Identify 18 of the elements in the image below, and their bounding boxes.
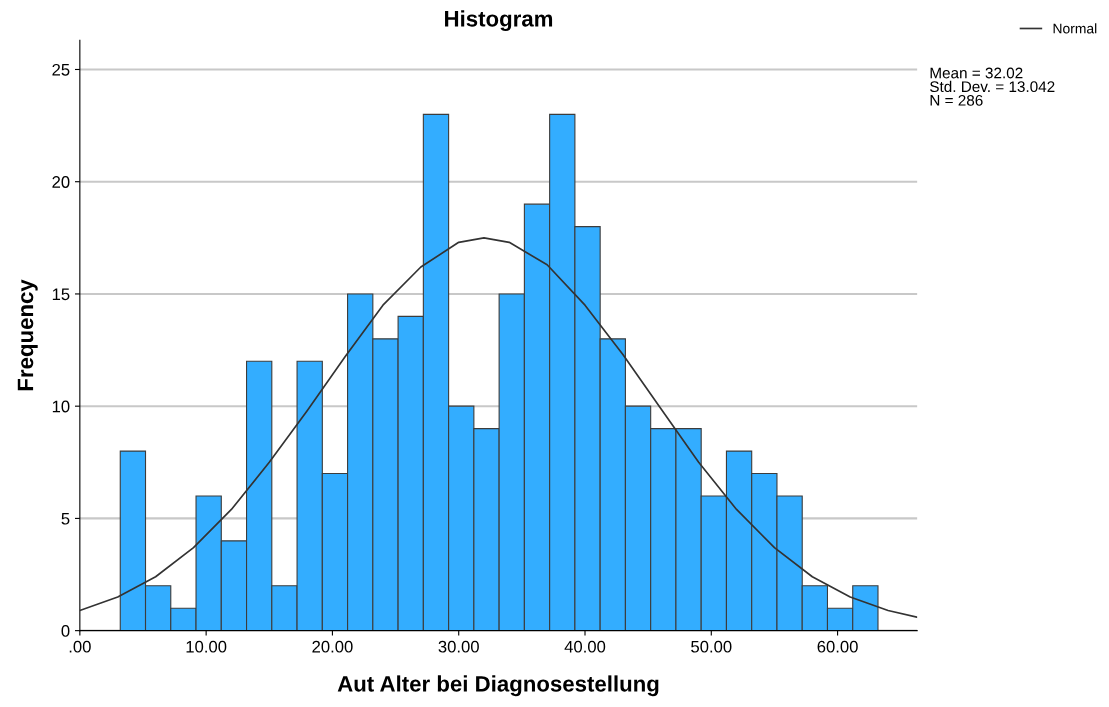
x-tick-label: 20.00 xyxy=(312,640,353,653)
x-tick-label: .00 xyxy=(69,640,91,653)
x-tick-label: 60.00 xyxy=(817,640,858,653)
y-axis-title: Frequency xyxy=(17,279,38,391)
x-axis-title: Aut Alter bei Diagnosestellung xyxy=(337,675,659,697)
chart-title: Histogram xyxy=(445,10,553,32)
legend-label: Normal xyxy=(1053,23,1097,34)
y-tick-label: 20 xyxy=(52,176,70,188)
y-tick-label: 10 xyxy=(52,400,70,413)
x-tick-label: 30.00 xyxy=(438,640,479,653)
y-tick-label: 0 xyxy=(61,625,70,637)
text: Mean = 32.02 Std. Dev. = 13.042 N = 286 xyxy=(930,67,1055,106)
x-tick-label: 50.00 xyxy=(691,640,732,653)
y-tick-label: 5 xyxy=(61,512,70,525)
y-tick-label: 15 xyxy=(52,288,70,301)
y-tick-label: 25 xyxy=(52,63,70,76)
x-tick-label: 40.00 xyxy=(564,640,606,653)
x-tick-label: 10.00 xyxy=(186,640,227,653)
